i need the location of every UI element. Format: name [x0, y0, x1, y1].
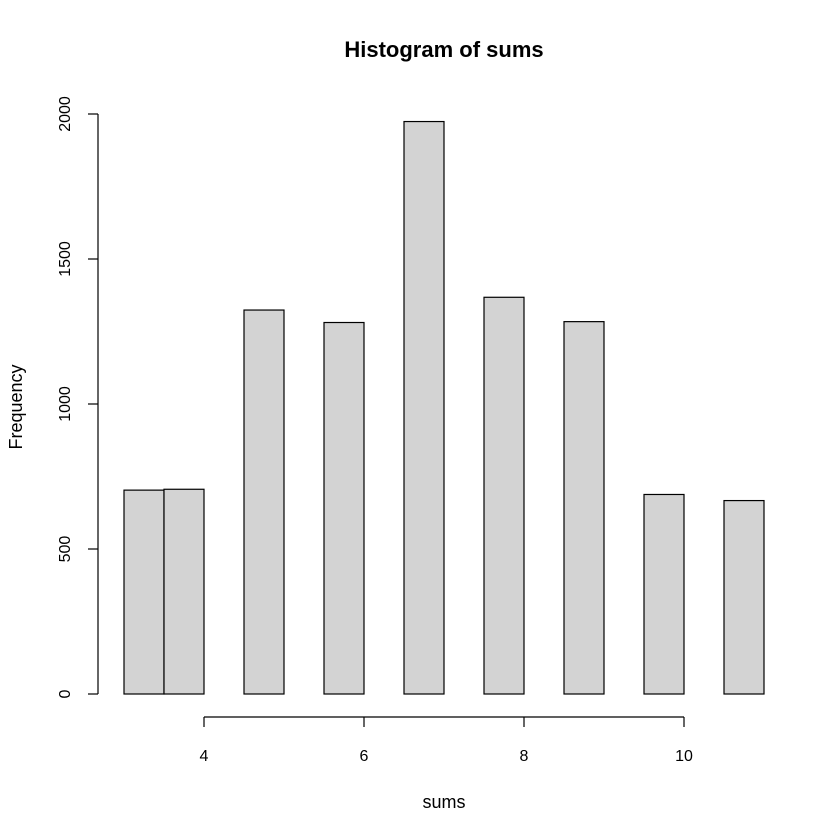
x-tick-label-8: 8: [520, 748, 529, 765]
y-tick-label-500: 500: [57, 536, 74, 563]
chart-title: Histogram of sums: [344, 37, 543, 62]
histogram-bar-9: [723, 499, 765, 695]
x-tick-label-4: 4: [200, 748, 209, 765]
histogram-bar-7: [563, 321, 605, 695]
y-tick-label-0: 0: [57, 689, 74, 698]
histogram-bar-3: [243, 309, 285, 695]
x-tick-label-10: 10: [675, 748, 693, 765]
histogram-bar-8: [643, 493, 685, 695]
bars-group: [123, 120, 765, 695]
y-tick-label-2000: 2000: [57, 96, 74, 132]
y-axis: 0 500 1000 1500 2000: [57, 96, 99, 698]
histogram-bar-6: [483, 296, 525, 695]
histogram-bar-5: [403, 120, 445, 695]
x-tick-label-6: 6: [360, 748, 369, 765]
y-tick-label-1000: 1000: [57, 386, 74, 422]
x-axis-label: sums: [422, 792, 465, 812]
histogram-bar-4: [323, 321, 365, 695]
y-axis-label: Frequency: [6, 364, 26, 449]
histogram-bar-1: [123, 489, 165, 695]
y-tick-label-1500: 1500: [57, 241, 74, 277]
histogram-bar-2: [163, 488, 205, 695]
x-axis: 4 6 8 10: [200, 716, 693, 765]
